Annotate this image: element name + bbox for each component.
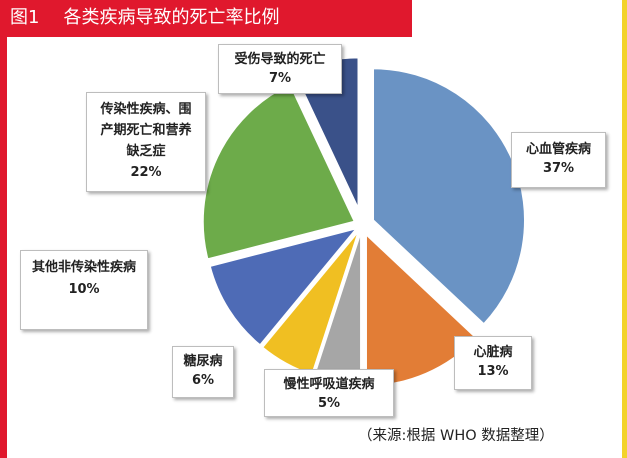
label-injury: 受伤导致的死亡 7% bbox=[218, 44, 342, 94]
label-communicable-name: 传染性疾病、围产期死亡和营养缺乏症 bbox=[100, 102, 192, 159]
title-bar: 图1 各类疾病导致的死亡率比例 bbox=[0, 0, 412, 37]
figure-number: 图1 bbox=[10, 7, 40, 28]
label-other-noncommunicable: 其他非传染性疾病 10% bbox=[20, 250, 148, 330]
label-other-noncommunicable-value: 10% bbox=[68, 282, 100, 297]
figure-title: 图1 各类疾病导致的死亡率比例 bbox=[10, 7, 279, 29]
source-note: （来源:根据 WHO 数据整理） bbox=[358, 428, 554, 444]
label-diabetes-value: 6% bbox=[191, 373, 215, 388]
label-diabetes-name: 糖尿病 bbox=[183, 354, 223, 369]
label-chronic-respiratory: 慢性呼吸道疾病 5% bbox=[264, 369, 394, 417]
label-cardiovascular-name: 心血管疾病 bbox=[525, 142, 591, 157]
label-chronic-respiratory-value: 5% bbox=[317, 396, 341, 411]
right-accent-border bbox=[622, 0, 627, 458]
label-other-noncommunicable-name: 其他非传染性疾病 bbox=[31, 260, 136, 275]
label-heart-disease: 心脏病 13% bbox=[454, 336, 532, 390]
pie-slice-other-noncommunicable bbox=[208, 226, 360, 347]
label-heart-disease-name: 心脏病 bbox=[473, 345, 513, 360]
label-diabetes: 糖尿病 6% bbox=[172, 346, 234, 398]
label-chronic-respiratory-name: 慢性呼吸道疾病 bbox=[283, 377, 375, 392]
label-communicable: 传染性疾病、围产期死亡和营养缺乏症 22% bbox=[86, 92, 206, 192]
left-accent-border bbox=[0, 0, 7, 458]
label-injury-value: 7% bbox=[268, 71, 292, 86]
label-cardiovascular: 心血管疾病 37% bbox=[511, 132, 606, 188]
figure-title-text: 各类疾病导致的死亡率比例 bbox=[63, 7, 280, 28]
label-heart-disease-value: 13% bbox=[477, 364, 509, 379]
label-cardiovascular-value: 37% bbox=[542, 161, 575, 176]
pie-slice-communicable bbox=[201, 82, 357, 261]
label-communicable-value: 22% bbox=[130, 165, 162, 180]
label-injury-name: 受伤导致的死亡 bbox=[234, 52, 326, 67]
